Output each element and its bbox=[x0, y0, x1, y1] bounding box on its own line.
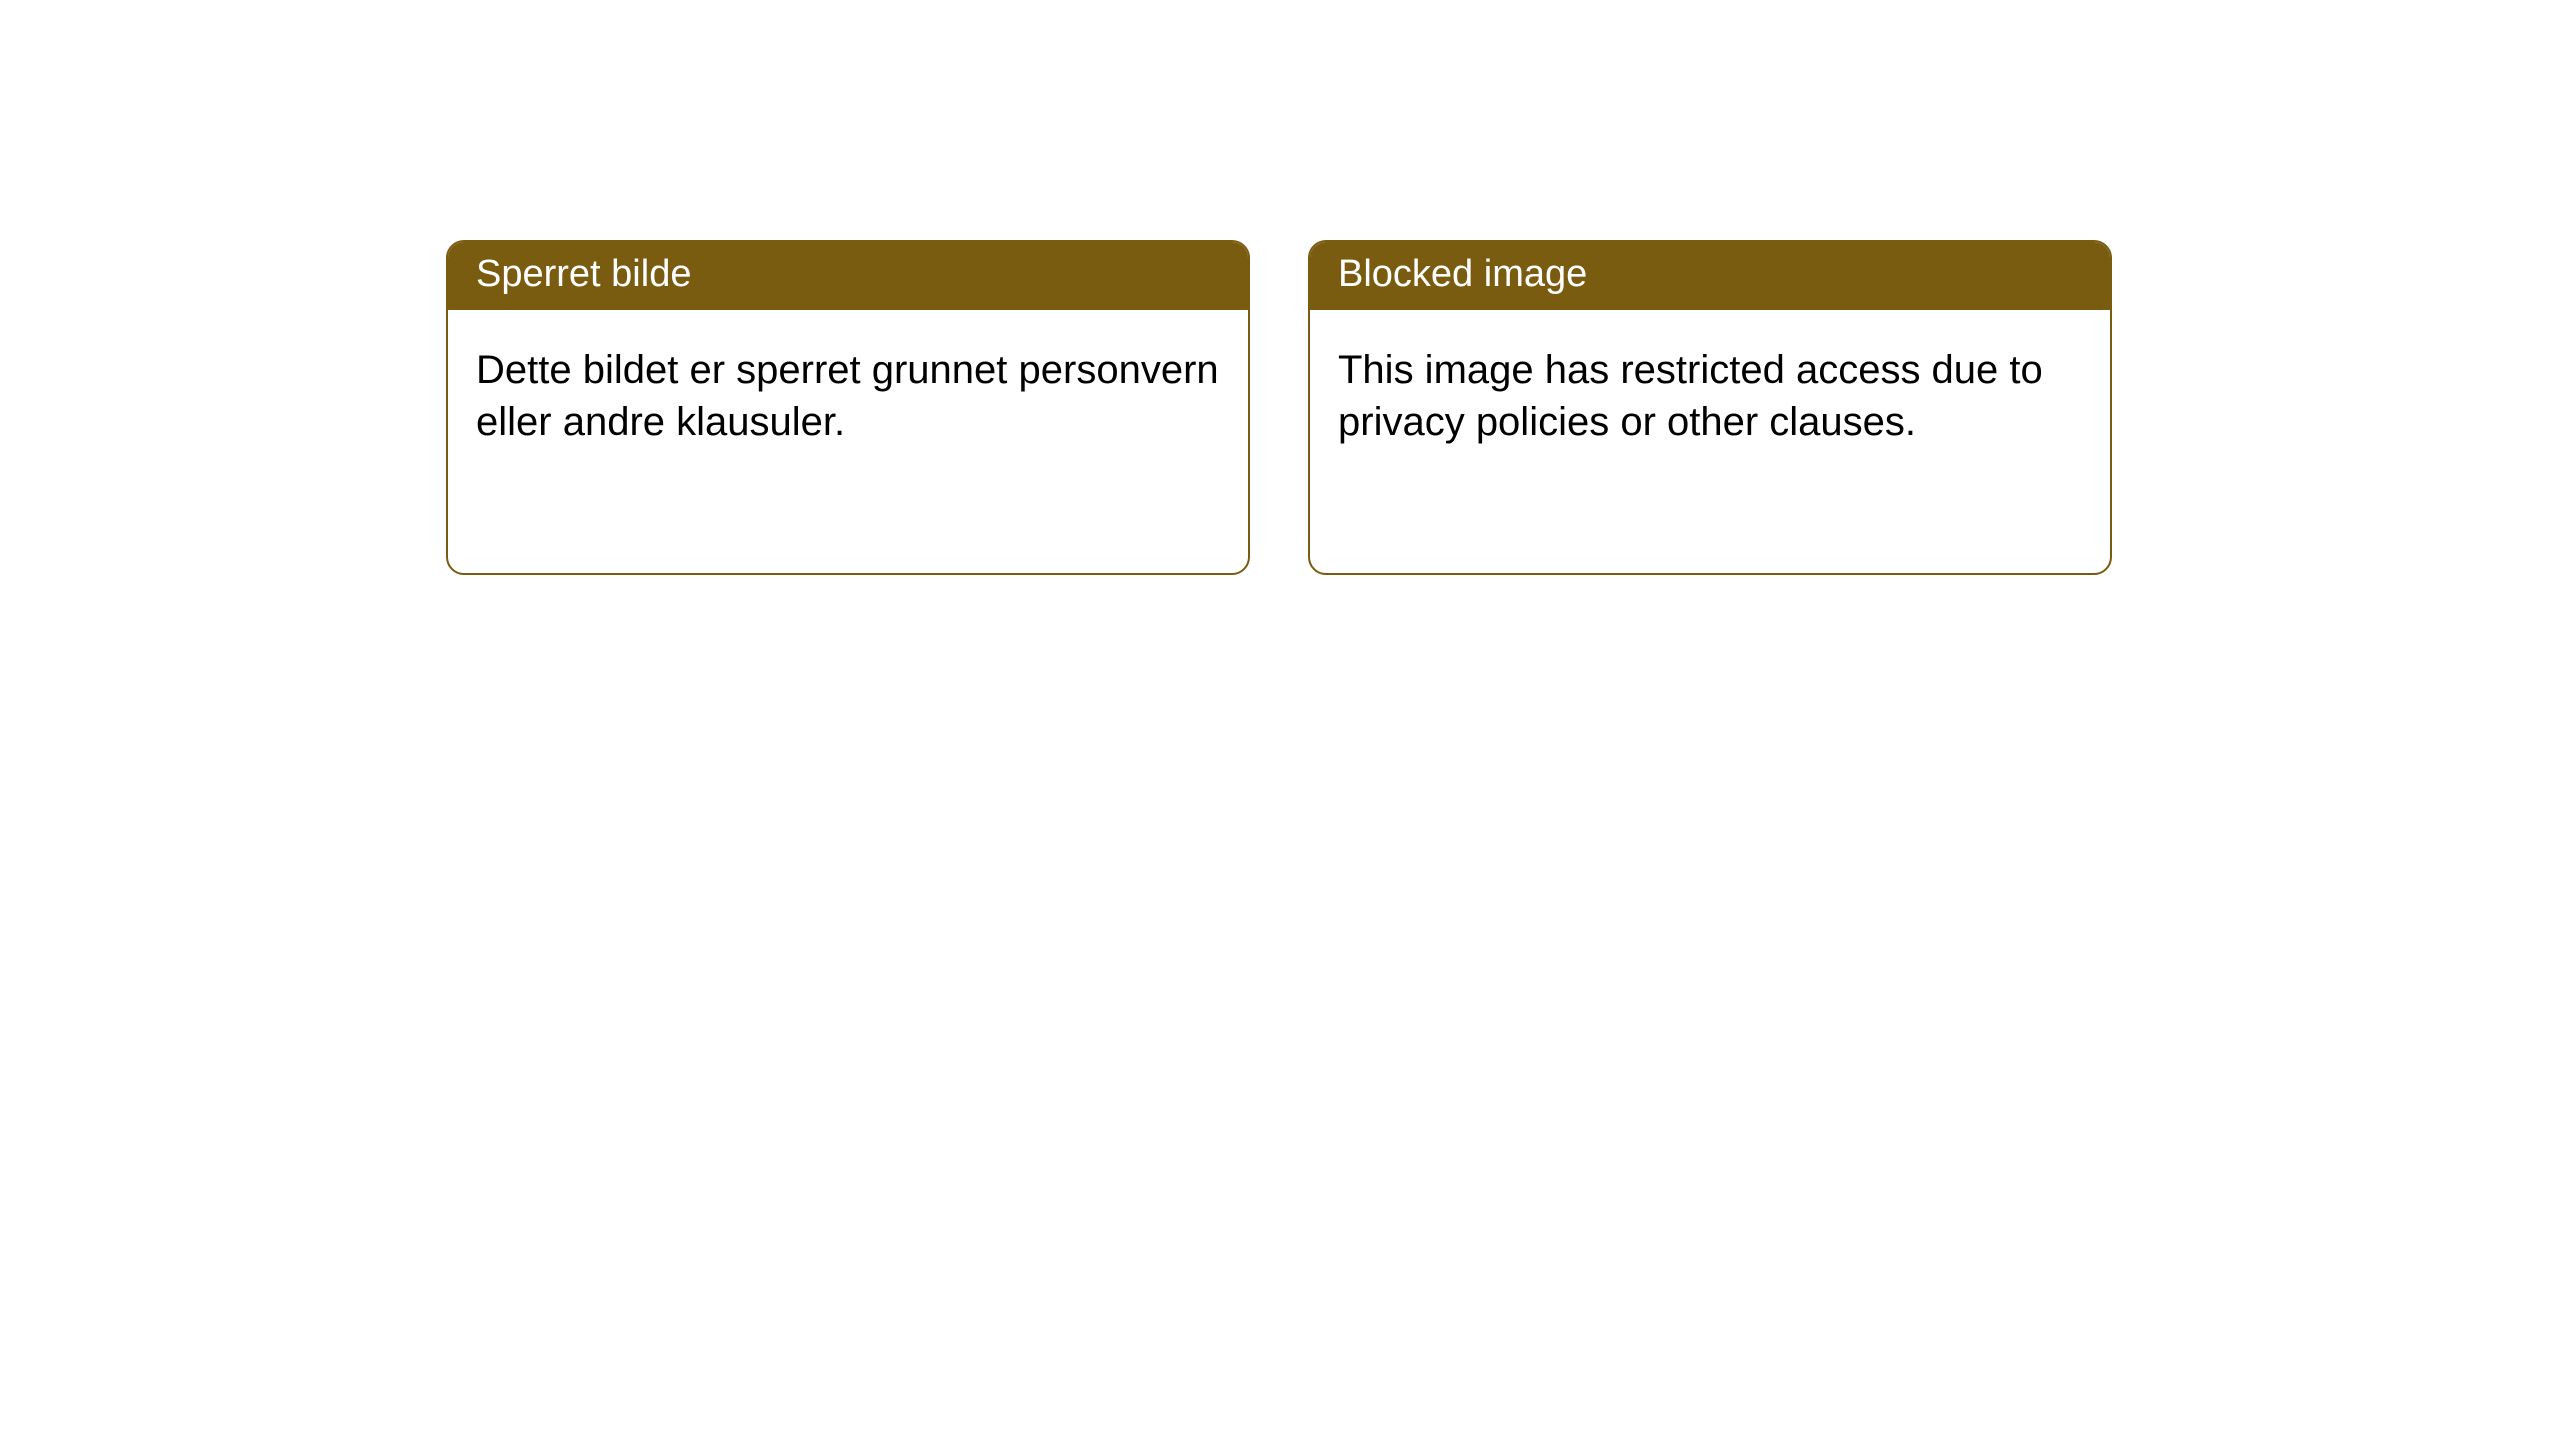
notice-header: Blocked image bbox=[1310, 242, 2110, 310]
notice-box-norwegian: Sperret bilde Dette bildet er sperret gr… bbox=[446, 240, 1250, 575]
notices-container: Sperret bilde Dette bildet er sperret gr… bbox=[0, 0, 2560, 575]
notice-body: This image has restricted access due to … bbox=[1310, 310, 2110, 482]
notice-header: Sperret bilde bbox=[448, 242, 1248, 310]
notice-body: Dette bildet er sperret grunnet personve… bbox=[448, 310, 1248, 482]
notice-box-english: Blocked image This image has restricted … bbox=[1308, 240, 2112, 575]
